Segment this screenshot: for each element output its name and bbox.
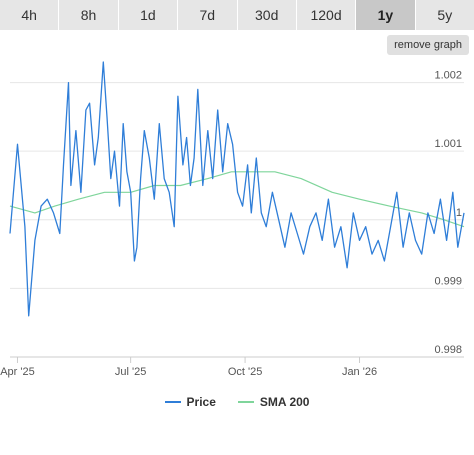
remove-graph-button[interactable]: remove graph <box>387 35 469 55</box>
tab-8h[interactable]: 8h <box>59 0 119 30</box>
tab-1y[interactable]: 1y <box>356 0 416 30</box>
legend-label: Price <box>186 395 216 409</box>
x-tick-label: Apr '25 <box>0 366 35 378</box>
price-series-line <box>9 61 465 317</box>
y-tick-label: 1 <box>456 207 462 219</box>
y-tick-label: 1.001 <box>434 138 462 150</box>
tab-30d[interactable]: 30d <box>237 0 297 30</box>
price-chart: 0.998 0.999 1 1.001 1.002 Apr '25 Jul '25 Oct '… <box>0 61 465 378</box>
legend-swatch <box>237 401 254 403</box>
y-tick-label: 0.998 <box>434 344 462 356</box>
legend-item-price[interactable]: Price <box>164 395 216 409</box>
legend-item-sma-200[interactable]: SMA 200 <box>237 395 310 409</box>
legend-label: SMA 200 <box>259 395 310 409</box>
tab-1d[interactable]: 1d <box>118 0 179 30</box>
chart-legend: Price SMA 200 <box>0 392 474 412</box>
timeframe-tabs: 4h 8h 1d 7d 30d 120d 1y 5y <box>0 0 474 30</box>
sma-200-series-line <box>9 171 465 228</box>
tab-4h[interactable]: 4h <box>0 0 60 30</box>
legend-swatch <box>164 401 181 403</box>
tab-7d[interactable]: 7d <box>178 0 238 30</box>
tab-5y[interactable]: 5y <box>415 0 474 30</box>
x-tick-label: Oct '25 <box>228 366 263 378</box>
y-tick-label: 0.999 <box>434 275 462 287</box>
x-tick-label: Jan '26 <box>342 366 377 378</box>
y-tick-label: 1.002 <box>434 70 462 82</box>
tab-120d[interactable]: 120d <box>296 0 357 30</box>
x-tick-label: Jul '25 <box>115 366 146 378</box>
